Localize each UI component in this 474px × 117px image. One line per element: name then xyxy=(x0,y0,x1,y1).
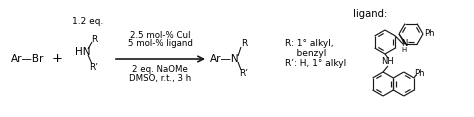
Text: HN: HN xyxy=(75,47,91,57)
Text: R’: H, 1° alkyl: R’: H, 1° alkyl xyxy=(285,58,346,68)
Text: 1.2 eq.: 1.2 eq. xyxy=(73,18,104,26)
Text: DMSO, r.t., 3 h: DMSO, r.t., 3 h xyxy=(129,75,191,84)
Text: R: R xyxy=(241,40,247,49)
Text: Ar—Br: Ar—Br xyxy=(11,54,45,64)
Text: benzyl: benzyl xyxy=(285,49,327,57)
Text: NH: NH xyxy=(382,57,394,66)
Text: Ph: Ph xyxy=(424,29,434,38)
Text: N: N xyxy=(401,40,407,49)
Text: 2 eq. NaOMe: 2 eq. NaOMe xyxy=(132,66,188,75)
Text: +: + xyxy=(52,53,63,66)
Text: H: H xyxy=(401,47,407,53)
Text: 2.5 mol-% CuI: 2.5 mol-% CuI xyxy=(130,31,190,40)
Text: R: R xyxy=(91,35,97,44)
Text: ligand:: ligand: xyxy=(353,9,387,19)
Text: Ar—N: Ar—N xyxy=(210,54,240,64)
Text: Ph: Ph xyxy=(415,69,425,79)
Text: R’: R’ xyxy=(90,62,99,71)
Text: 5 mol-% ligand: 5 mol-% ligand xyxy=(128,40,192,49)
Text: R: 1° alkyl,: R: 1° alkyl, xyxy=(285,38,334,48)
Text: R’: R’ xyxy=(239,68,248,77)
